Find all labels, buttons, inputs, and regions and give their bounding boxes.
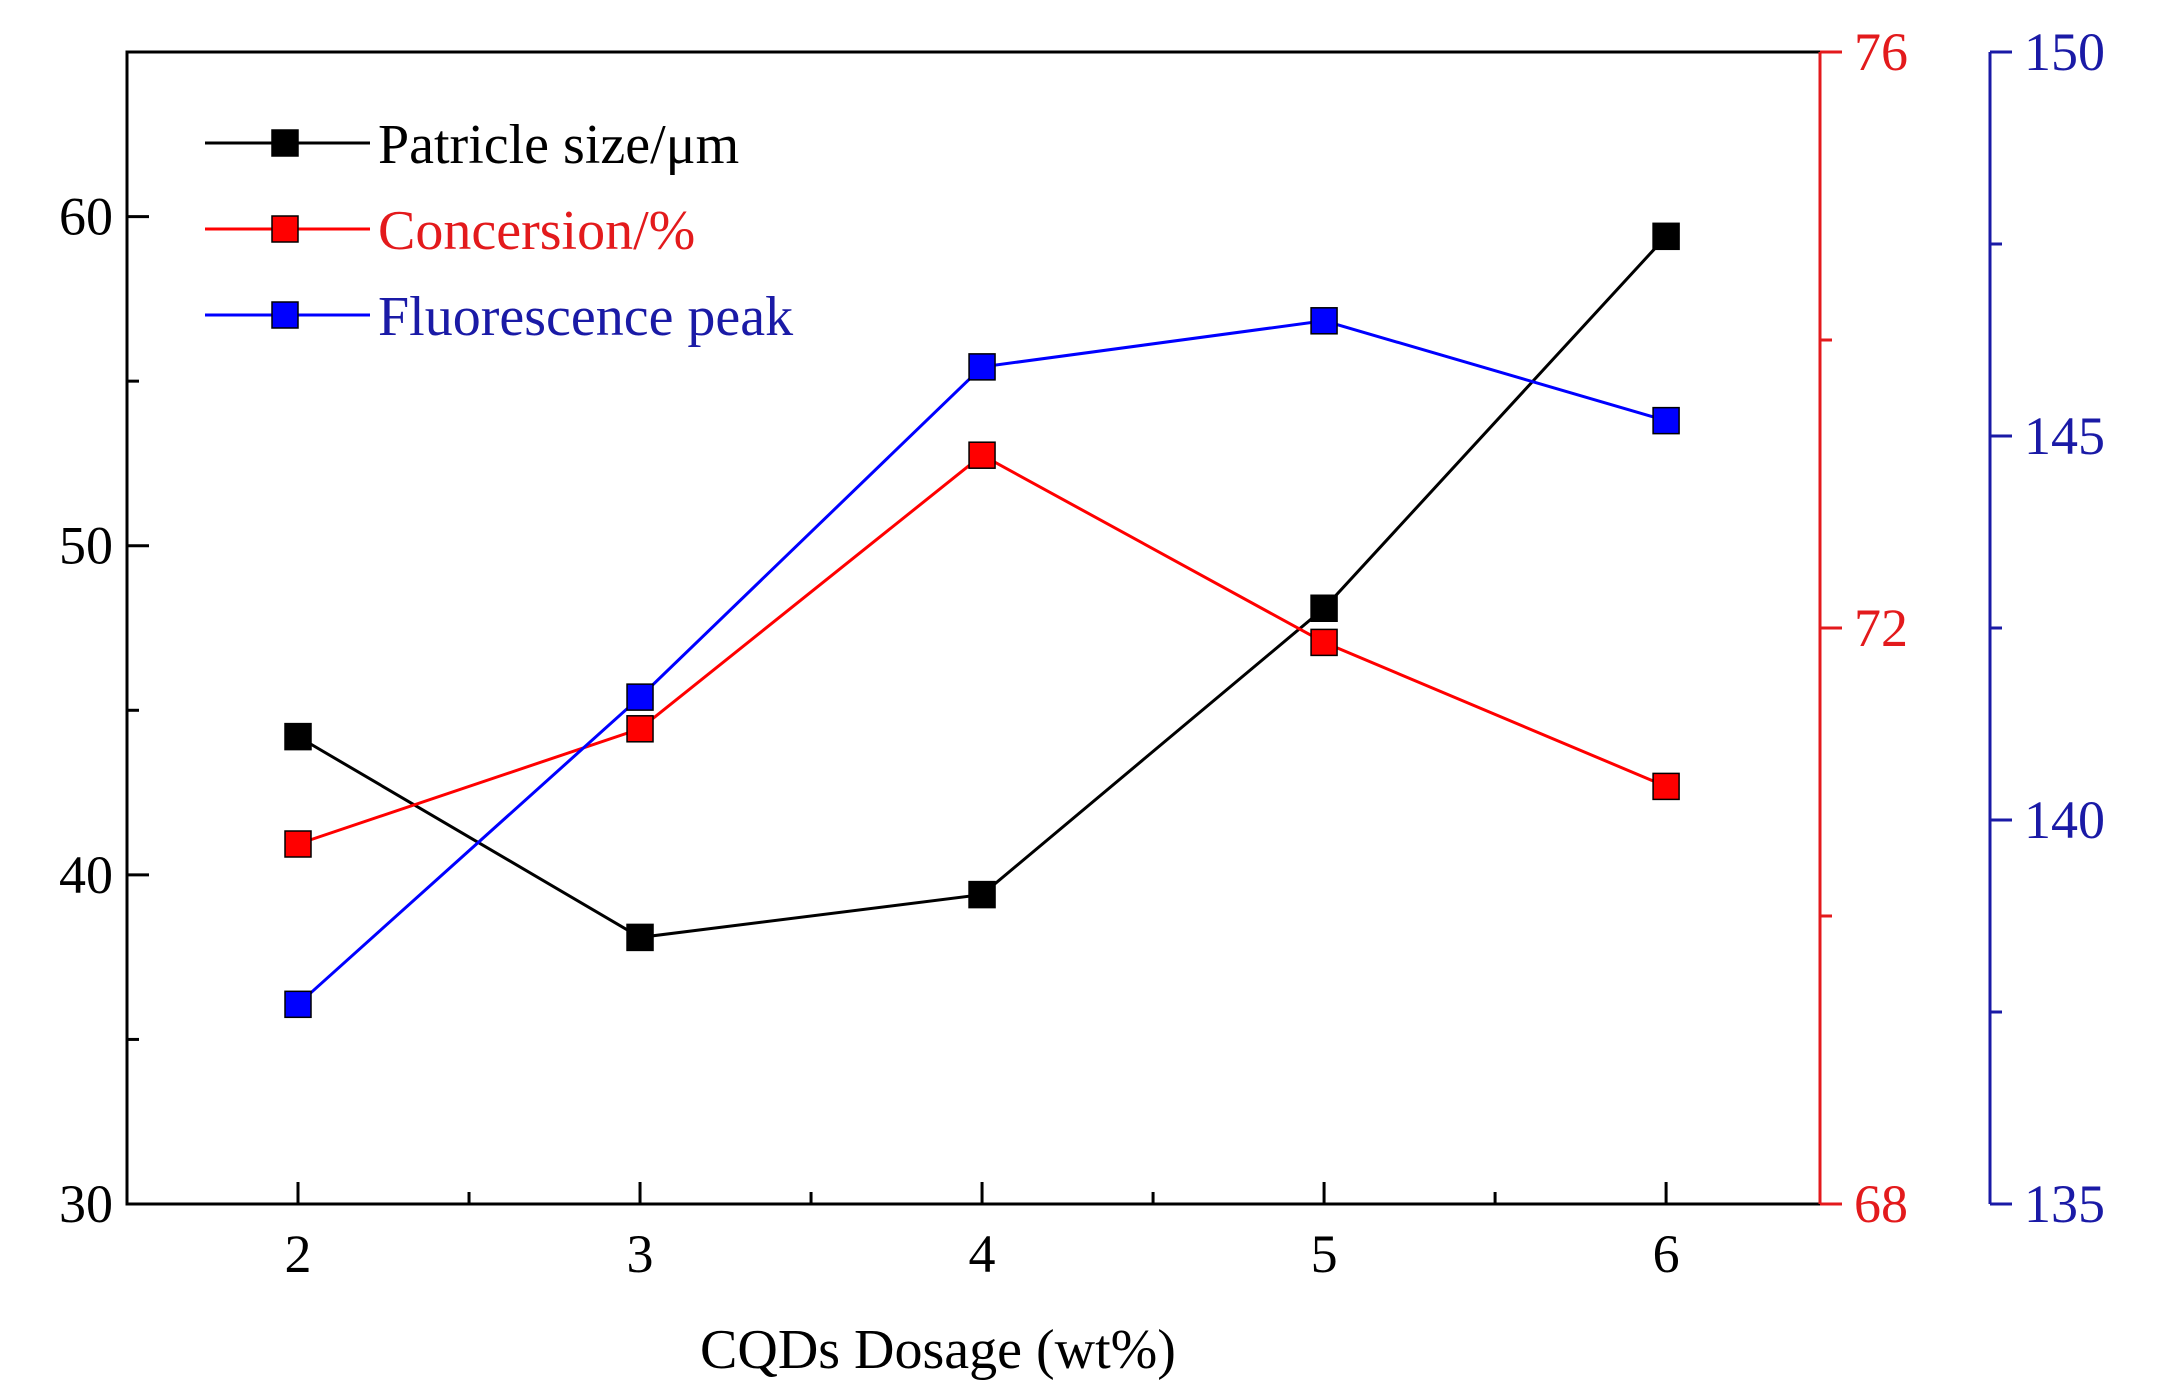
data-point [626,923,654,952]
left-tick-label: 40 [59,845,113,905]
data-point [1310,307,1338,335]
x-tick-label: 3 [627,1224,654,1284]
data-point [1652,406,1680,435]
left-tick-label: 30 [59,1174,113,1234]
right2-tick-label: 150 [2024,22,2105,82]
right2-tick-label: 145 [2024,406,2105,466]
right2-tick-label: 135 [2024,1174,2105,1234]
right1-tick-label: 68 [1854,1174,1908,1234]
left-tick-label: 50 [59,516,113,576]
legend-entry-2: Fluorescence peak [205,286,793,348]
series-2 [284,307,1680,1019]
data-point [968,441,996,469]
x-axis-title: CQDs Dosage (wt%) [700,1319,1176,1381]
right2-tick-label: 140 [2024,790,2105,850]
axes-layer: 2 3 4 5 6 30 40 50 60 68 72 76 135 140 145 150 [59,22,2105,1284]
data-point [1652,772,1680,801]
data-point [284,830,312,858]
legend-marker [271,129,299,157]
data-point [626,715,654,743]
data-point [1652,222,1680,251]
data-point [1310,594,1338,623]
legend-marker [271,215,299,243]
data-point [968,353,996,381]
data-point [968,880,996,909]
x-tick-label: 2 [285,1224,312,1284]
right1-tick-label: 72 [1854,598,1908,658]
series-0 [284,222,1680,952]
data-point [626,683,654,711]
data-point [284,722,312,751]
x-tick-label: 5 [1311,1224,1338,1284]
legend-label: Fluorescence peak [378,286,793,348]
x-tick-label: 6 [1653,1224,1680,1284]
data-point [284,990,312,1019]
legend-label: Concersion/% [378,200,695,262]
legend-entry-0: Patricle size/μm [205,114,739,176]
series-layer [284,222,1680,1019]
legend: Patricle size/μm Concersion/% Fluorescence… [205,114,793,348]
legend-marker [271,301,299,329]
legend-entry-1: Concersion/% [205,200,695,262]
left-tick-label: 60 [59,187,113,247]
series-line [297,453,1667,846]
legend-label: Patricle size/μm [378,114,739,176]
series-1 [284,441,1680,858]
data-point [1310,628,1338,657]
x-tick-label: 4 [969,1224,996,1284]
right1-tick-label: 76 [1854,22,1908,82]
